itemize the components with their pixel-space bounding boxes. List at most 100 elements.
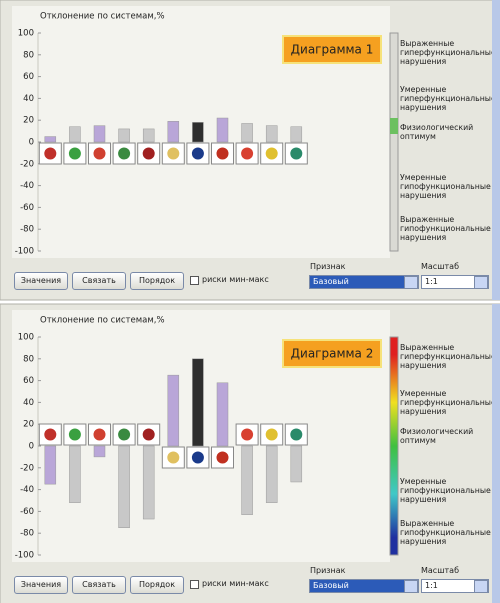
- organ-icon-shape: [167, 147, 180, 160]
- button[interactable]: Связать: [72, 576, 126, 594]
- bar: [241, 445, 253, 515]
- bar: [167, 121, 180, 143]
- y-tick-label: 60: [23, 376, 34, 386]
- organ-icon-shape: [167, 451, 180, 464]
- y-tick-label: 40: [23, 94, 34, 104]
- scale-bar: [389, 32, 399, 252]
- bar: [265, 125, 278, 143]
- scale-label: Умеренные гиперфункциональные нарушения: [400, 85, 492, 112]
- organ-icon-shape: [241, 428, 254, 441]
- axis-title: Отклонение по системам,%: [40, 316, 165, 326]
- organ-icon-shape: [191, 147, 204, 160]
- dropdown[interactable]: Базовый: [309, 275, 419, 289]
- y-tick-label: 0: [29, 138, 34, 148]
- organ-icon-shape: [142, 147, 155, 160]
- scale-label: Выраженные гиперфункциональные нарушения: [400, 39, 492, 66]
- y-tick-label: -60: [20, 507, 34, 517]
- y-tick-label: -60: [20, 203, 34, 213]
- checkbox[interactable]: [190, 580, 199, 589]
- y-tick-label: -20: [20, 159, 34, 169]
- organ-icon-shape: [241, 147, 254, 160]
- scale-label: Умеренные гиперфункциональные нарушения: [400, 389, 492, 416]
- scale-label: Выраженные гипофункциональные нарушения: [400, 519, 491, 546]
- bar: [93, 125, 106, 143]
- y-tick-label: -80: [20, 225, 34, 235]
- organ-icon-shape: [118, 428, 131, 441]
- bar: [216, 382, 229, 447]
- organ-icon-shape: [290, 147, 303, 160]
- y-tick-label: 80: [23, 354, 34, 364]
- badge-text: Диаграмма 2: [291, 347, 374, 361]
- field-label: Масштаб: [421, 262, 460, 271]
- scale-label: Физиологический оптимум: [400, 427, 474, 445]
- y-tick-label: -40: [20, 181, 34, 191]
- y-tick-label: 100: [18, 29, 34, 39]
- y-tick-label: 80: [23, 50, 34, 60]
- scale-label: Умеренные гипофункциональные нарушения: [400, 477, 491, 504]
- bar: [69, 126, 81, 143]
- bar: [241, 123, 253, 143]
- organ-icon-shape: [93, 428, 106, 441]
- y-tick-label: 40: [23, 398, 34, 408]
- checkbox-label: риски мин-макс: [202, 275, 269, 284]
- organ-icon-shape: [265, 147, 278, 160]
- organ-icon-shape: [216, 451, 229, 464]
- button[interactable]: Значения: [14, 272, 68, 290]
- organ-icon-shape: [265, 428, 278, 441]
- organ-icon-shape: [142, 428, 155, 441]
- badge: [282, 35, 382, 64]
- checkbox[interactable]: [190, 276, 199, 285]
- scale-bar: [389, 336, 399, 556]
- badge: [282, 339, 382, 368]
- y-tick-label: 20: [23, 420, 34, 430]
- scale-optimum: [390, 118, 398, 134]
- scale-label: Физиологический оптимум: [400, 123, 474, 141]
- y-tick-label: 20: [23, 116, 34, 126]
- bar: [142, 445, 155, 520]
- bar: [290, 445, 303, 483]
- bar: [118, 445, 130, 528]
- organ-icon-shape: [68, 428, 81, 441]
- field-label: Признак: [310, 566, 346, 575]
- button[interactable]: Порядок: [130, 272, 184, 290]
- field-label: Признак: [310, 262, 346, 271]
- organ-icon-shape: [44, 147, 57, 160]
- axis-title: Отклонение по системам,%: [40, 12, 165, 22]
- dropdown[interactable]: 1:1: [421, 579, 489, 593]
- dropdown[interactable]: Базовый: [309, 579, 419, 593]
- dropdown-arrow[interactable]: [404, 580, 418, 592]
- y-tick-label: -80: [20, 529, 34, 539]
- dropdown-arrow[interactable]: [474, 580, 488, 592]
- dropdown-arrow[interactable]: [404, 276, 418, 288]
- y-tick-label: 100: [18, 333, 34, 343]
- bar: [69, 445, 81, 503]
- bar: [142, 128, 155, 143]
- bar: [44, 445, 57, 485]
- checkbox-label: риски мин-макс: [202, 579, 269, 588]
- y-tick-label: -40: [20, 485, 34, 495]
- dropdown[interactable]: 1:1: [421, 275, 489, 289]
- bar: [44, 136, 57, 143]
- bar: [216, 117, 229, 143]
- bar: [93, 445, 106, 458]
- y-tick-label: 60: [23, 72, 34, 82]
- dropdown-arrow[interactable]: [474, 276, 488, 288]
- bar: [192, 358, 204, 447]
- field-label: Масштаб: [421, 566, 460, 575]
- button[interactable]: Связать: [72, 272, 126, 290]
- scale-label: Умеренные гипофункциональные нарушения: [400, 173, 491, 200]
- organ-icon-shape: [191, 451, 204, 464]
- organ-icon-shape: [216, 147, 229, 160]
- organ-icon-shape: [68, 147, 81, 160]
- edge-strip: [492, 0, 500, 300]
- edge-strip: [492, 304, 500, 603]
- bar: [192, 122, 204, 143]
- bar: [118, 128, 130, 143]
- button[interactable]: Порядок: [130, 576, 184, 594]
- badge-text: Диаграмма 1: [291, 43, 374, 57]
- button[interactable]: Значения: [14, 576, 68, 594]
- organ-icon-shape: [93, 147, 106, 160]
- organ-icon-shape: [290, 428, 303, 441]
